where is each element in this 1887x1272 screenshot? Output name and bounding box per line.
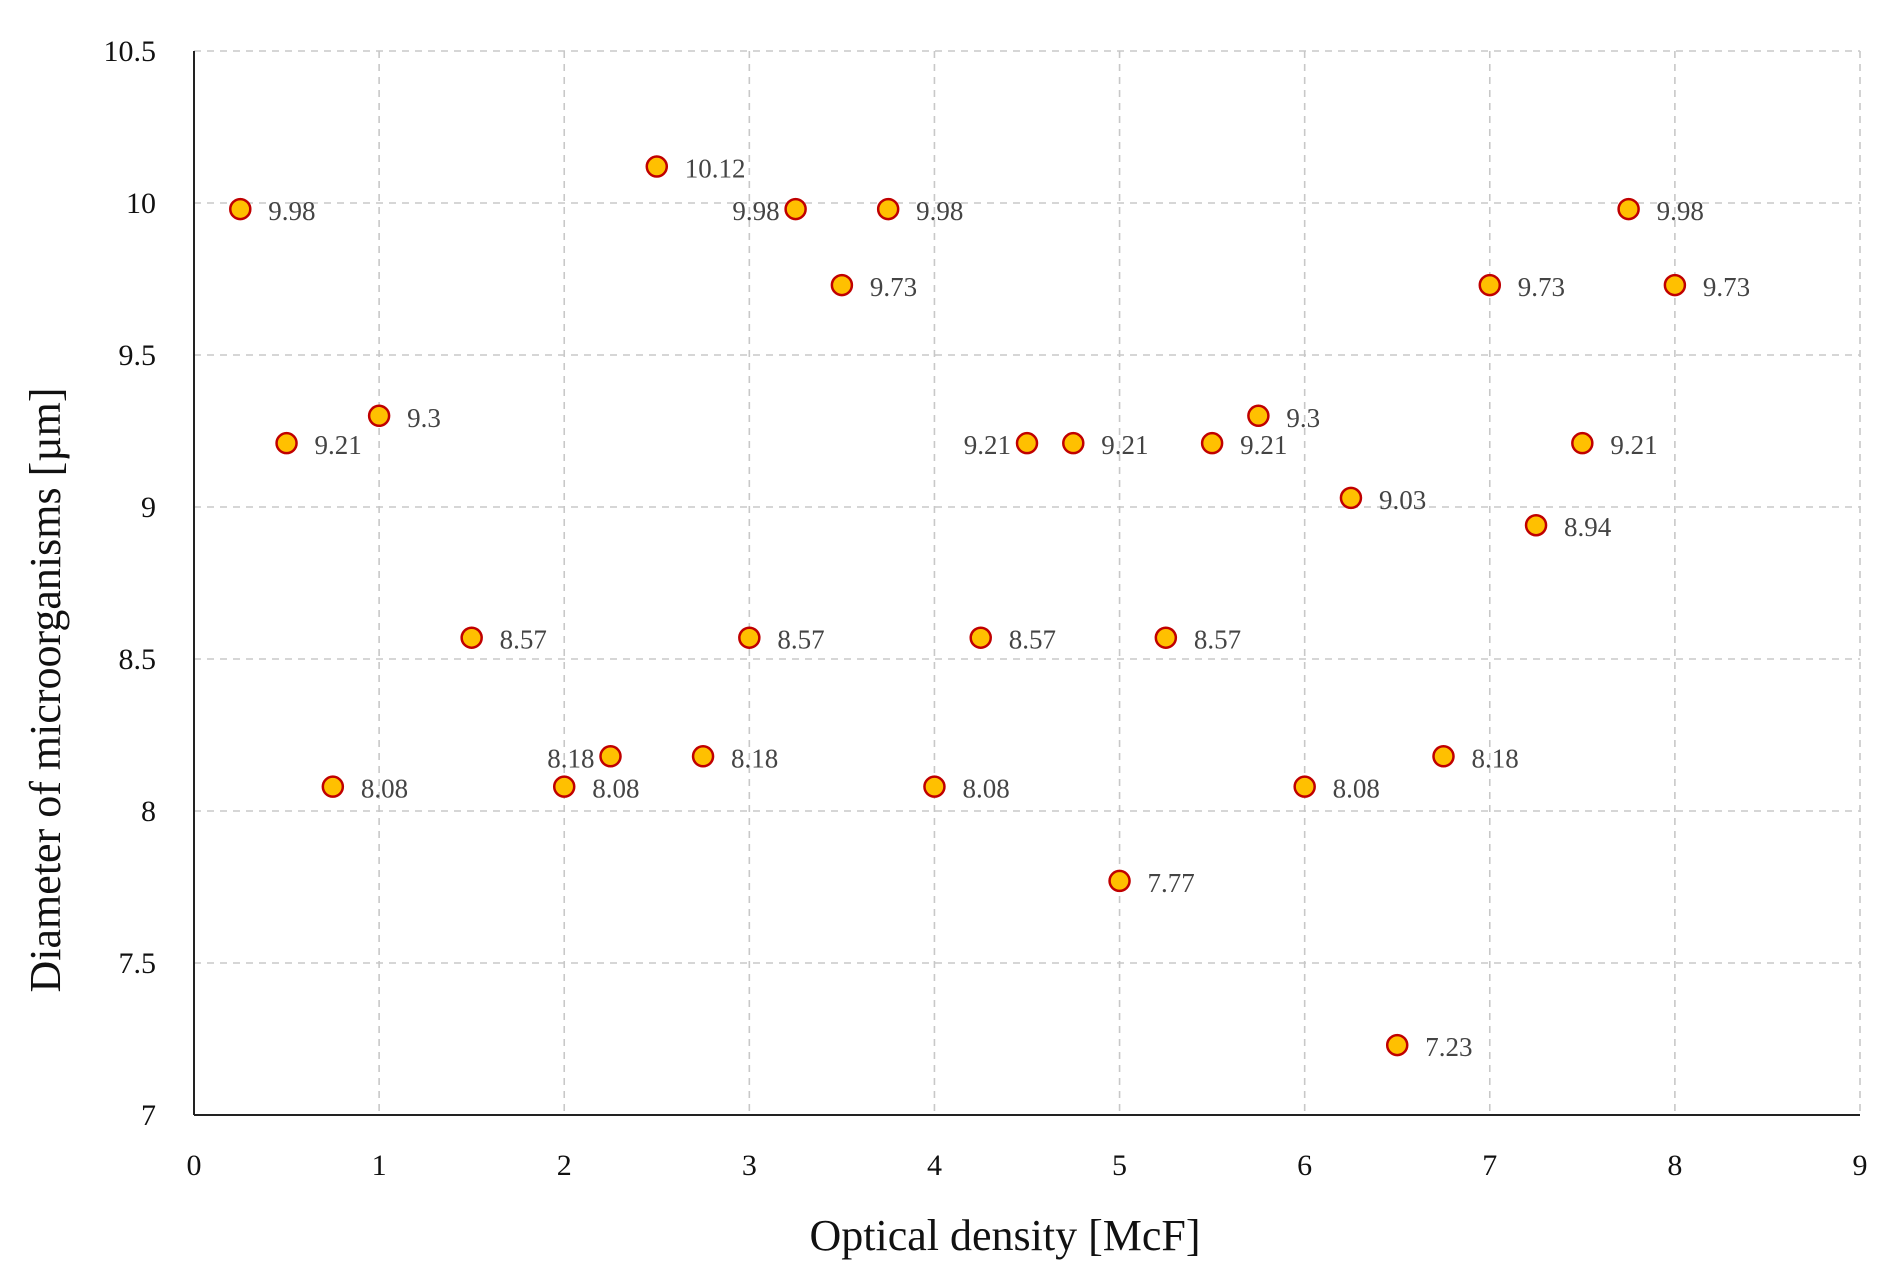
x-tick-label: 2 <box>557 1149 572 1182</box>
x-tick-label: 8 <box>1667 1149 1682 1182</box>
data-label: 9.98 <box>732 196 779 226</box>
grid-layer <box>194 50 1861 1115</box>
data-label: 9.73 <box>1518 272 1565 302</box>
data-point-layer <box>229 155 1687 1057</box>
y-tick-label: 9 <box>141 491 156 524</box>
data-label: 8.57 <box>777 625 824 655</box>
data-label: 8.08 <box>1333 774 1380 804</box>
data-point <box>1154 626 1178 649</box>
x-tick-label: 6 <box>1297 1149 1312 1182</box>
data-label: 10.12 <box>685 154 746 184</box>
data-point <box>1385 1033 1409 1057</box>
data-label: 9.73 <box>870 272 917 302</box>
data-point <box>738 626 761 649</box>
data-point <box>552 775 576 798</box>
y-tick-label: 10 <box>126 187 156 220</box>
x-tick-label: 1 <box>372 1149 387 1182</box>
data-point <box>367 404 391 428</box>
data-label: 8.57 <box>500 625 547 655</box>
data-point <box>599 745 622 768</box>
y-axis-title: Diameter of microorganisms [µm] <box>21 388 70 993</box>
data-point <box>1200 431 1224 455</box>
x-axis-title: Optical density [McF] <box>809 1211 1200 1260</box>
y-tick-label: 7 <box>141 1099 156 1132</box>
data-point <box>1617 197 1640 221</box>
x-tick-label: 7 <box>1482 1149 1497 1182</box>
data-point <box>1108 869 1131 893</box>
data-label: 8.57 <box>1009 625 1056 655</box>
data-label: 8.08 <box>962 774 1009 804</box>
data-point <box>1062 431 1085 455</box>
y-tick-label: 8 <box>141 795 156 828</box>
data-point <box>1432 745 1455 768</box>
data-point <box>1339 486 1363 510</box>
x-tick-label: 9 <box>1853 1149 1868 1182</box>
data-point <box>784 197 807 221</box>
data-point <box>1571 431 1594 455</box>
data-label: 9.98 <box>1657 196 1704 226</box>
data-label: 9.21 <box>1240 430 1287 460</box>
data-label: 8.94 <box>1564 512 1612 542</box>
data-point <box>1478 273 1502 297</box>
data-label: 9.03 <box>1379 485 1426 515</box>
data-point <box>1663 273 1687 297</box>
data-label: 9.73 <box>1703 272 1750 302</box>
x-tick-label: 3 <box>742 1149 757 1182</box>
data-point <box>830 273 854 297</box>
data-label: 8.08 <box>592 774 639 804</box>
data-label: 8.18 <box>731 743 778 773</box>
data-point <box>460 626 483 649</box>
x-tick-label: 5 <box>1112 1149 1127 1182</box>
data-label: 9.21 <box>1101 430 1148 460</box>
data-label: 9.21 <box>964 430 1011 460</box>
data-point <box>1247 404 1270 428</box>
y-tick-label: 10.5 <box>104 35 157 68</box>
tick-label-layer: 0 1 2 3 4 5 6 7 8 9 7 7.5 8 8.5 9 9.5 10 10.5 <box>104 35 1868 1182</box>
x-tick-label: 0 <box>187 1149 202 1182</box>
data-label: 7.23 <box>1425 1032 1472 1062</box>
data-label: 8.08 <box>361 774 408 804</box>
data-label: 9.3 <box>1286 403 1320 433</box>
data-label: 8.18 <box>1472 743 1519 773</box>
data-label: 9.21 <box>1610 430 1657 460</box>
data-point <box>1015 431 1039 455</box>
axis-layer <box>193 51 1860 1116</box>
data-point <box>275 431 298 455</box>
data-label: 7.77 <box>1148 868 1195 898</box>
data-label: 9.98 <box>916 196 963 226</box>
data-point <box>1293 775 1316 798</box>
data-label: 9.98 <box>268 196 315 226</box>
data-label: 9.21 <box>315 430 362 460</box>
data-label: 9.3 <box>407 403 441 433</box>
data-point <box>645 155 669 178</box>
data-label: 8.18 <box>547 743 594 773</box>
data-label: 8.57 <box>1194 625 1241 655</box>
y-tick-label: 8.5 <box>119 643 157 676</box>
data-label-layer: 9.989.218.089.38.578.088.1810.128.188.57… <box>268 154 1750 1063</box>
y-tick-label: 7.5 <box>119 947 157 980</box>
data-point <box>1524 513 1548 537</box>
data-point <box>229 197 252 221</box>
y-tick-label: 9.5 <box>119 339 157 372</box>
data-point <box>321 775 345 798</box>
data-point <box>969 626 992 649</box>
data-point <box>923 775 946 798</box>
x-tick-label: 4 <box>927 1149 942 1182</box>
data-point <box>876 197 900 221</box>
data-point <box>691 745 715 768</box>
